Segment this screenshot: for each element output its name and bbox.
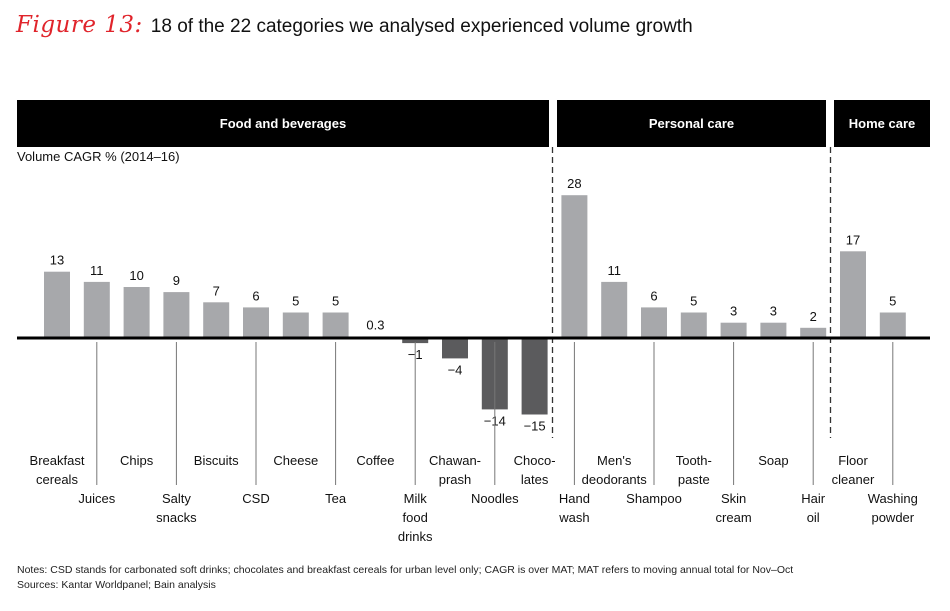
category-label-20-line2: cleaner xyxy=(832,472,875,487)
value-label-16: 5 xyxy=(690,294,697,309)
bar-4 xyxy=(203,302,230,338)
category-label-9-line2: food xyxy=(403,510,428,525)
value-label-6: 5 xyxy=(292,294,299,309)
value-label-4: 7 xyxy=(213,283,220,298)
category-label-12-line2: lates xyxy=(521,472,549,487)
bar-13 xyxy=(561,195,588,338)
category-label-15: Shampoo xyxy=(626,491,682,506)
category-label-20: Floor xyxy=(838,453,868,468)
category-label-17-line2: cream xyxy=(716,510,752,525)
value-label-0: 13 xyxy=(50,253,64,268)
category-label-9: Milk xyxy=(404,491,428,506)
category-label-21-line2: powder xyxy=(871,510,914,525)
bar-16 xyxy=(680,312,707,338)
bar-5 xyxy=(243,307,269,338)
category-label-12: Choco- xyxy=(514,453,556,468)
category-label-1: Juices xyxy=(78,491,115,506)
category-label-10-line2: prash xyxy=(439,472,472,487)
category-label-3: Salty xyxy=(162,491,191,506)
category-label-16-line2: paste xyxy=(678,472,710,487)
category-label-18: Soap xyxy=(758,453,788,468)
category-label-14-line2: deodorants xyxy=(582,472,648,487)
category-label-21: Washing xyxy=(868,491,918,506)
notes-block: Notes: CSD stands for carbonated soft dr… xyxy=(17,563,793,593)
category-label-2: Chips xyxy=(120,453,154,468)
value-label-5: 6 xyxy=(252,288,259,303)
value-label-12: −15 xyxy=(524,419,546,434)
category-label-13-line2: wash xyxy=(558,510,589,525)
bar-20 xyxy=(840,251,866,338)
category-label-16: Tooth- xyxy=(676,453,712,468)
bar-19 xyxy=(800,327,827,338)
category-label-5: CSD xyxy=(242,491,269,506)
category-label-0: Breakfast xyxy=(30,453,85,468)
notes-text: Notes: CSD stands for carbonated soft dr… xyxy=(17,564,794,576)
y-axis-label: Volume CAGR % (2014–16) xyxy=(17,149,180,164)
bar-3 xyxy=(163,292,190,338)
category-label-6: Cheese xyxy=(273,453,318,468)
value-label-14: 11 xyxy=(607,263,621,278)
bar-15 xyxy=(641,307,667,338)
segment-header-home-care: Home care xyxy=(834,100,930,147)
category-label-7: Tea xyxy=(325,491,347,506)
bar-6 xyxy=(282,312,309,338)
category-label-9-line3: drinks xyxy=(398,529,433,544)
value-label-18: 3 xyxy=(770,304,777,319)
category-label-11: Noodles xyxy=(471,491,519,506)
bar-10 xyxy=(442,338,468,359)
value-label-20: 17 xyxy=(846,232,860,247)
figure-title: Figure 13: 18 of the 22 categories we an… xyxy=(16,12,693,46)
segment-header-food-and-beverages: Food and beverages xyxy=(17,100,549,147)
category-label-17: Skin xyxy=(721,491,746,506)
value-label-8: 0.3 xyxy=(366,317,384,332)
sources-text: Sources: Kantar Worldpanel; Bain analysi… xyxy=(17,579,216,591)
bar-9 xyxy=(402,338,429,344)
figure-number-label: Figure 13: xyxy=(16,12,143,38)
segment-header-personal-care: Personal care xyxy=(557,100,826,147)
bar-14 xyxy=(601,281,628,338)
value-label-21: 5 xyxy=(889,294,896,309)
category-label-14: Men's xyxy=(597,453,632,468)
bar-0 xyxy=(44,271,70,338)
value-label-3: 9 xyxy=(173,273,180,288)
category-label-3-line2: snacks xyxy=(156,510,197,525)
category-label-8: Coffee xyxy=(356,453,394,468)
bar-17 xyxy=(720,322,747,338)
bar-1 xyxy=(83,281,110,338)
value-label-2: 10 xyxy=(129,268,143,283)
value-label-10: −4 xyxy=(448,362,463,377)
category-label-0-line2: cereals xyxy=(36,472,78,487)
category-label-19-line2: oil xyxy=(807,510,820,525)
value-label-1: 11 xyxy=(90,263,104,278)
bar-18 xyxy=(760,322,787,338)
figure-title-text: 18 of the 22 categories we analysed expe… xyxy=(150,16,693,37)
bar-2 xyxy=(123,287,150,338)
value-label-7: 5 xyxy=(332,294,339,309)
value-label-13: 28 xyxy=(567,176,581,191)
category-label-4: Biscuits xyxy=(194,453,239,468)
value-label-15: 6 xyxy=(650,288,657,303)
bar-12 xyxy=(521,338,548,415)
category-label-19: Hair xyxy=(801,491,826,506)
category-label-13: Hand xyxy=(559,491,590,506)
category-label-10: Chawan- xyxy=(429,453,481,468)
value-label-17: 3 xyxy=(730,304,737,319)
bar-21 xyxy=(879,312,906,338)
bar-7 xyxy=(322,312,349,338)
value-label-19: 2 xyxy=(810,309,817,324)
